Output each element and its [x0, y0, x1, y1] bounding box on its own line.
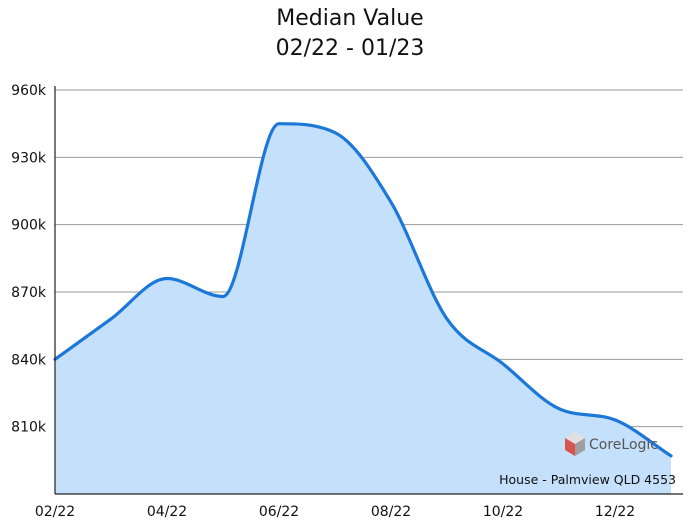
chart-annotation: House - Palmview QLD 4553 [499, 472, 676, 487]
y-tick-label: 870k [11, 285, 47, 301]
x-tick-label: 12/22 [595, 504, 635, 520]
x-tick-label: 06/22 [259, 504, 299, 520]
brand-name: CoreLogic [589, 437, 658, 453]
series-line [53, 122, 673, 458]
chart-title-block: Median Value 02/22 - 01/23 [0, 4, 700, 64]
corelogic-cube-icon [565, 432, 585, 456]
y-tick-label: 840k [11, 352, 47, 368]
x-tick-label: 02/22 [35, 504, 75, 520]
brand-logo: CoreLogic [565, 432, 658, 456]
chart-title: Median Value [276, 6, 424, 31]
y-tick-label: 930k [11, 150, 47, 166]
y-tick-label: 810k [11, 420, 47, 436]
x-axis-labels: 02/22 04/22 06/22 08/22 10/22 12/22 [35, 504, 635, 520]
x-tick-label: 08/22 [371, 504, 411, 520]
x-tick-label: 04/22 [147, 504, 187, 520]
area-fill [55, 123, 671, 495]
chart-subtitle: 02/22 - 01/23 [275, 36, 425, 61]
y-tick-label: 900k [11, 218, 47, 234]
x-tick-label: 10/22 [483, 504, 523, 520]
y-axis-labels: 810k 840k 870k 900k 930k 960k [11, 83, 47, 436]
y-tick-label: 960k [11, 83, 47, 99]
